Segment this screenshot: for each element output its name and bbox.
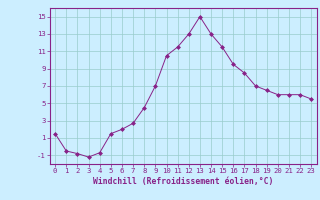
- X-axis label: Windchill (Refroidissement éolien,°C): Windchill (Refroidissement éolien,°C): [93, 177, 273, 186]
